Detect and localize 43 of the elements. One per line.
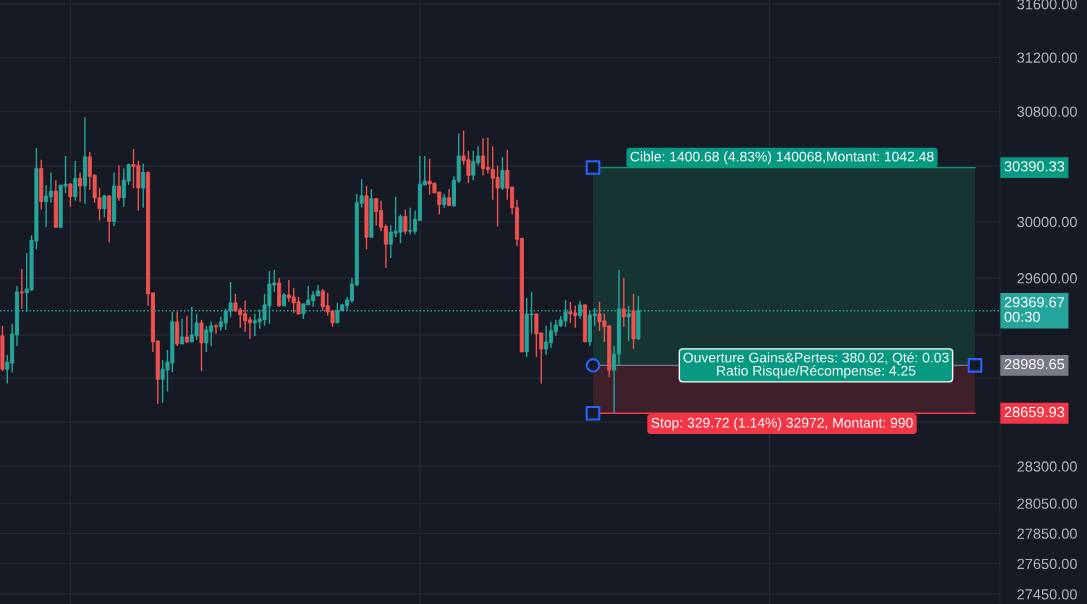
candlestick bbox=[403, 208, 408, 235]
candlestick bbox=[335, 302, 340, 324]
candlestick bbox=[175, 311, 180, 347]
candlestick bbox=[199, 319, 204, 372]
candlestick bbox=[73, 160, 78, 202]
y-tick-label: 31600.00 bbox=[1017, 0, 1077, 10]
candlestick bbox=[471, 150, 476, 181]
candlestick bbox=[141, 162, 146, 209]
y-tick-label: 27650.00 bbox=[1017, 558, 1077, 570]
y-tick-label: 30800.00 bbox=[1017, 106, 1077, 117]
annotation: Stop: 329.72 (1.14%) 32972, Montant: 990 bbox=[651, 417, 913, 431]
ref-line-label: 28989.65 bbox=[1004, 358, 1065, 370]
y-tick-label: 31200.00 bbox=[1017, 52, 1077, 63]
candlestick bbox=[621, 277, 626, 328]
candlestick bbox=[374, 197, 379, 227]
candlestick bbox=[500, 156, 505, 191]
ref-line-label: 30390.33 bbox=[1004, 161, 1065, 172]
candlestick bbox=[68, 182, 73, 208]
candlestick bbox=[544, 325, 549, 356]
y-tick-label: 30000.00 bbox=[1017, 216, 1077, 228]
y-tick-label: 27450.00 bbox=[1017, 589, 1077, 600]
candlestick bbox=[180, 318, 185, 345]
candlestick bbox=[48, 171, 53, 204]
candlestick bbox=[568, 301, 573, 324]
ref-line-label: 28659.93 bbox=[1004, 406, 1065, 418]
candlestick bbox=[204, 325, 209, 353]
candlestick bbox=[19, 268, 24, 310]
candlestick bbox=[480, 137, 486, 177]
ref-line-label: 29369.67 00:30 bbox=[1004, 297, 1065, 322]
candlestick bbox=[116, 164, 121, 202]
y-tick-label: 28300.00 bbox=[1017, 461, 1077, 472]
candlestick bbox=[247, 316, 253, 340]
candlestick bbox=[44, 184, 49, 229]
candlestick bbox=[78, 171, 83, 203]
annotation: Cible: 1400.68 (4.83%) 140068,Montant: 1042.48 bbox=[630, 151, 934, 165]
annotation: Ouverture Gains&Pertes: 380.02, Qté: 0.03 Ratio Risque/Récompense: 4.25 bbox=[683, 352, 949, 379]
y-tick-label: 28050.00 bbox=[1017, 498, 1077, 509]
candlestick bbox=[408, 206, 413, 235]
candlestick bbox=[184, 315, 189, 344]
candlestick bbox=[277, 277, 282, 308]
y-tick-label: 29600.00 bbox=[1017, 273, 1077, 284]
candlestick bbox=[214, 323, 219, 335]
y-tick-label: 27850.00 bbox=[1017, 528, 1077, 539]
